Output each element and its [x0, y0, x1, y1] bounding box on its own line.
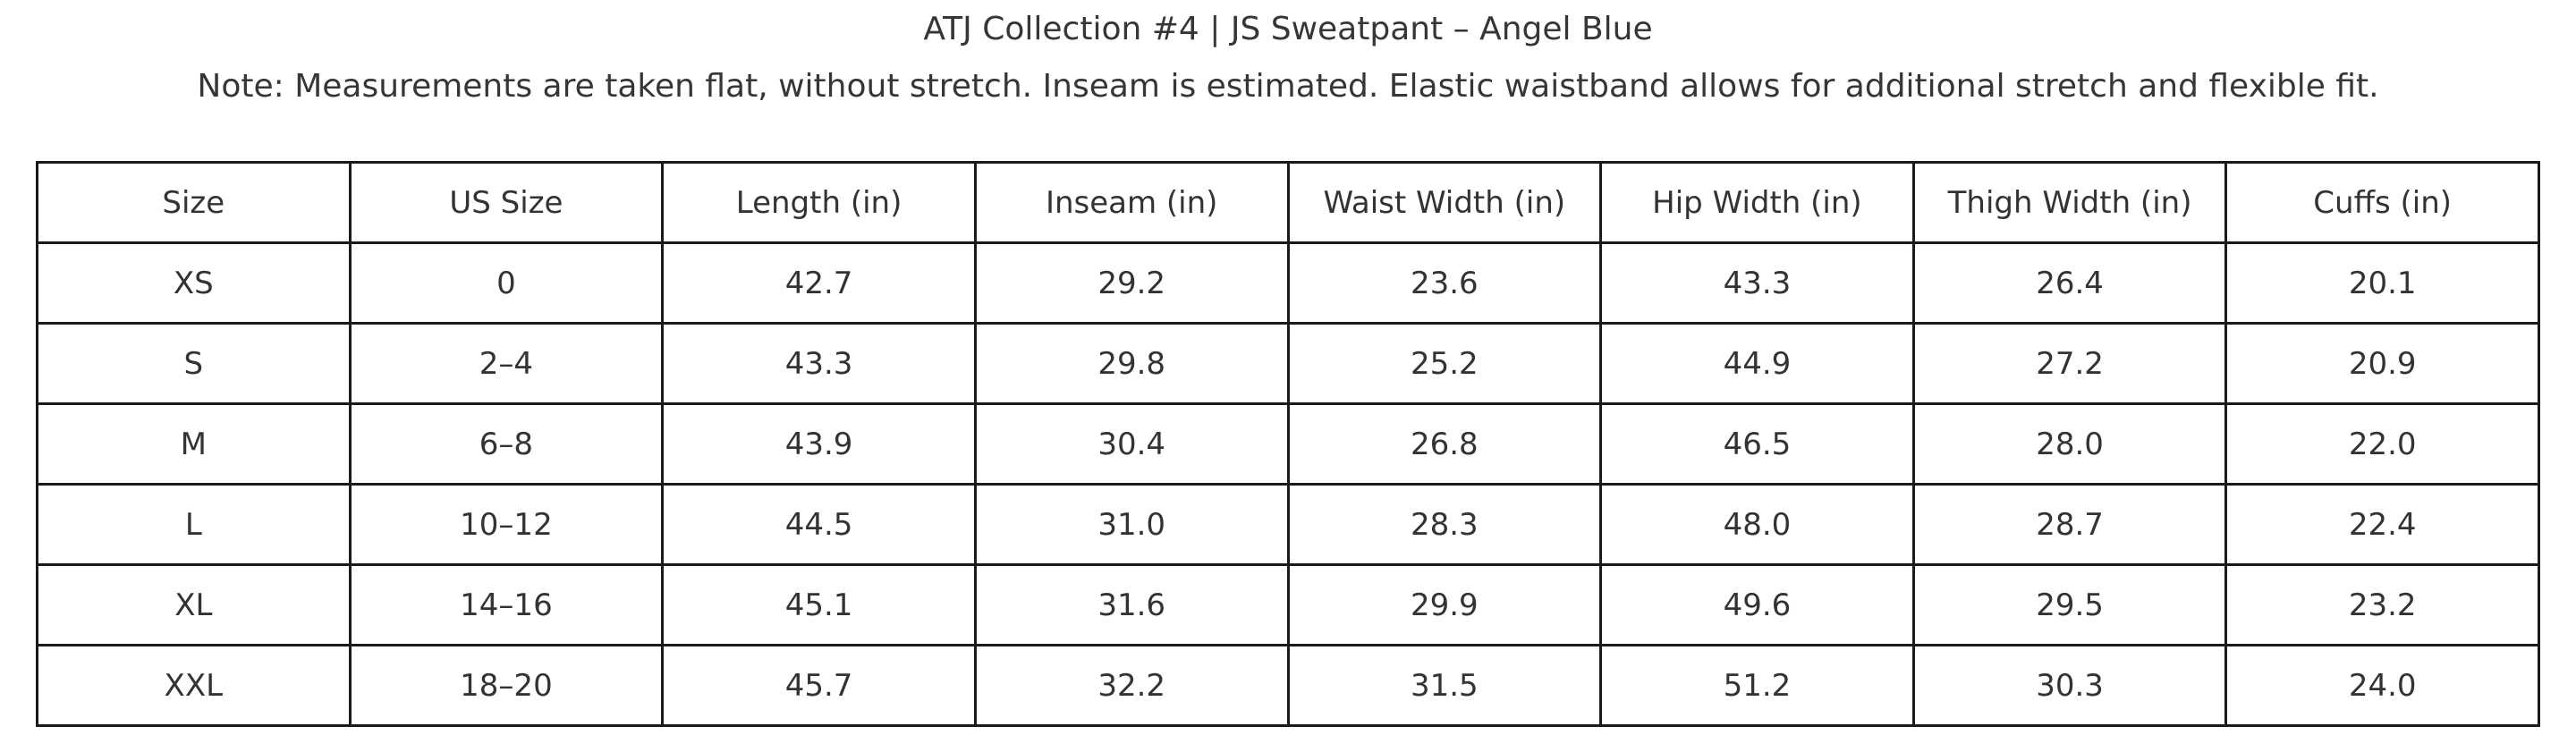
- table-header: Size US Size Length (in) Inseam (in) Waist W…: [36, 161, 2540, 244]
- table-cell: 49.6: [1599, 563, 1915, 646]
- table-cell: 14–16: [348, 563, 665, 646]
- table-cell: 43.3: [661, 322, 977, 405]
- table-cell: L: [36, 483, 352, 566]
- column-header: Thigh Width (in): [1911, 161, 2228, 244]
- table-cell: 30.3: [1911, 644, 2228, 727]
- table-row: XS 0 42.7 29.2 23.6 43.3 26.4 20.1: [36, 241, 2540, 325]
- column-header: US Size: [348, 161, 665, 244]
- table-row: S 2–4 43.3 29.8 25.2 44.9 27.2 20.9: [36, 322, 2540, 405]
- table-cell: 46.5: [1599, 402, 1915, 486]
- table-cell: 31.5: [1286, 644, 1603, 727]
- table-cell: 10–12: [348, 483, 665, 566]
- table-cell: 26.4: [1911, 241, 2228, 325]
- column-header: Length (in): [661, 161, 977, 244]
- table-cell: 28.0: [1911, 402, 2228, 486]
- column-header: Waist Width (in): [1286, 161, 1603, 244]
- table-cell: 28.3: [1286, 483, 1603, 566]
- table-cell: 45.1: [661, 563, 977, 646]
- table-cell: 43.3: [1599, 241, 1915, 325]
- table-cell: 28.7: [1911, 483, 2228, 566]
- table-cell: 29.9: [1286, 563, 1603, 646]
- table-cell: 0: [348, 241, 665, 325]
- table-cell: 26.8: [1286, 402, 1603, 486]
- column-header: Cuffs (in): [2224, 161, 2540, 244]
- table-row: M 6–8 43.9 30.4 26.8 46.5 28.0 22.0: [36, 402, 2540, 486]
- table-cell: 51.2: [1599, 644, 1915, 727]
- table-cell: 25.2: [1286, 322, 1603, 405]
- table-cell: 42.7: [661, 241, 977, 325]
- table-cell: 30.4: [973, 402, 1290, 486]
- header-row: Size US Size Length (in) Inseam (in) Waist W…: [36, 161, 2540, 244]
- table-cell: XXL: [36, 644, 352, 727]
- table-row: XXL 18–20 45.7 32.2 31.5 51.2 30.3 24.0: [36, 644, 2540, 727]
- table-cell: 6–8: [348, 402, 665, 486]
- column-header: Inseam (in): [973, 161, 1290, 244]
- table-cell: 29.8: [973, 322, 1290, 405]
- table-cell: 20.1: [2224, 241, 2540, 325]
- table-row: XL 14–16 45.1 31.6 29.9 49.6 29.5 23.2: [36, 563, 2540, 646]
- table-cell: 20.9: [2224, 322, 2540, 405]
- size-chart-table: Size US Size Length (in) Inseam (in) Waist W…: [36, 161, 2540, 727]
- table-cell: 48.0: [1599, 483, 1915, 566]
- table-cell: 18–20: [348, 644, 665, 727]
- column-header: Hip Width (in): [1599, 161, 1915, 244]
- table-cell: 23.6: [1286, 241, 1603, 325]
- table-cell: 45.7: [661, 644, 977, 727]
- table-cell: 31.6: [973, 563, 1290, 646]
- table-cell: 2–4: [348, 322, 665, 405]
- table-cell: XL: [36, 563, 352, 646]
- table-cell: S: [36, 322, 352, 405]
- table-cell: 23.2: [2224, 563, 2540, 646]
- table-cell: 31.0: [973, 483, 1290, 566]
- table-cell: 29.5: [1911, 563, 2228, 646]
- table-cell: 43.9: [661, 402, 977, 486]
- measurement-note: Note: Measurements are taken flat, witho…: [197, 68, 2379, 105]
- table-body: XS 0 42.7 29.2 23.6 43.3 26.4 20.1 S 2–4 43.3 29.8 2…: [36, 241, 2540, 727]
- column-header: Size: [36, 161, 352, 244]
- table-cell: 44.9: [1599, 322, 1915, 405]
- table-cell: 44.5: [661, 483, 977, 566]
- table-cell: 29.2: [973, 241, 1290, 325]
- table-cell: 22.4: [2224, 483, 2540, 566]
- table-cell: M: [36, 402, 352, 486]
- table-cell: 22.0: [2224, 402, 2540, 486]
- table-cell: XS: [36, 241, 352, 325]
- table-cell: 27.2: [1911, 322, 2228, 405]
- table-cell: 32.2: [973, 644, 1290, 727]
- page-title: ATJ Collection #4 | JS Sweatpant – Angel…: [923, 11, 1653, 47]
- table-row: L 10–12 44.5 31.0 28.3 48.0 28.7 22.4: [36, 483, 2540, 566]
- table-cell: 24.0: [2224, 644, 2540, 727]
